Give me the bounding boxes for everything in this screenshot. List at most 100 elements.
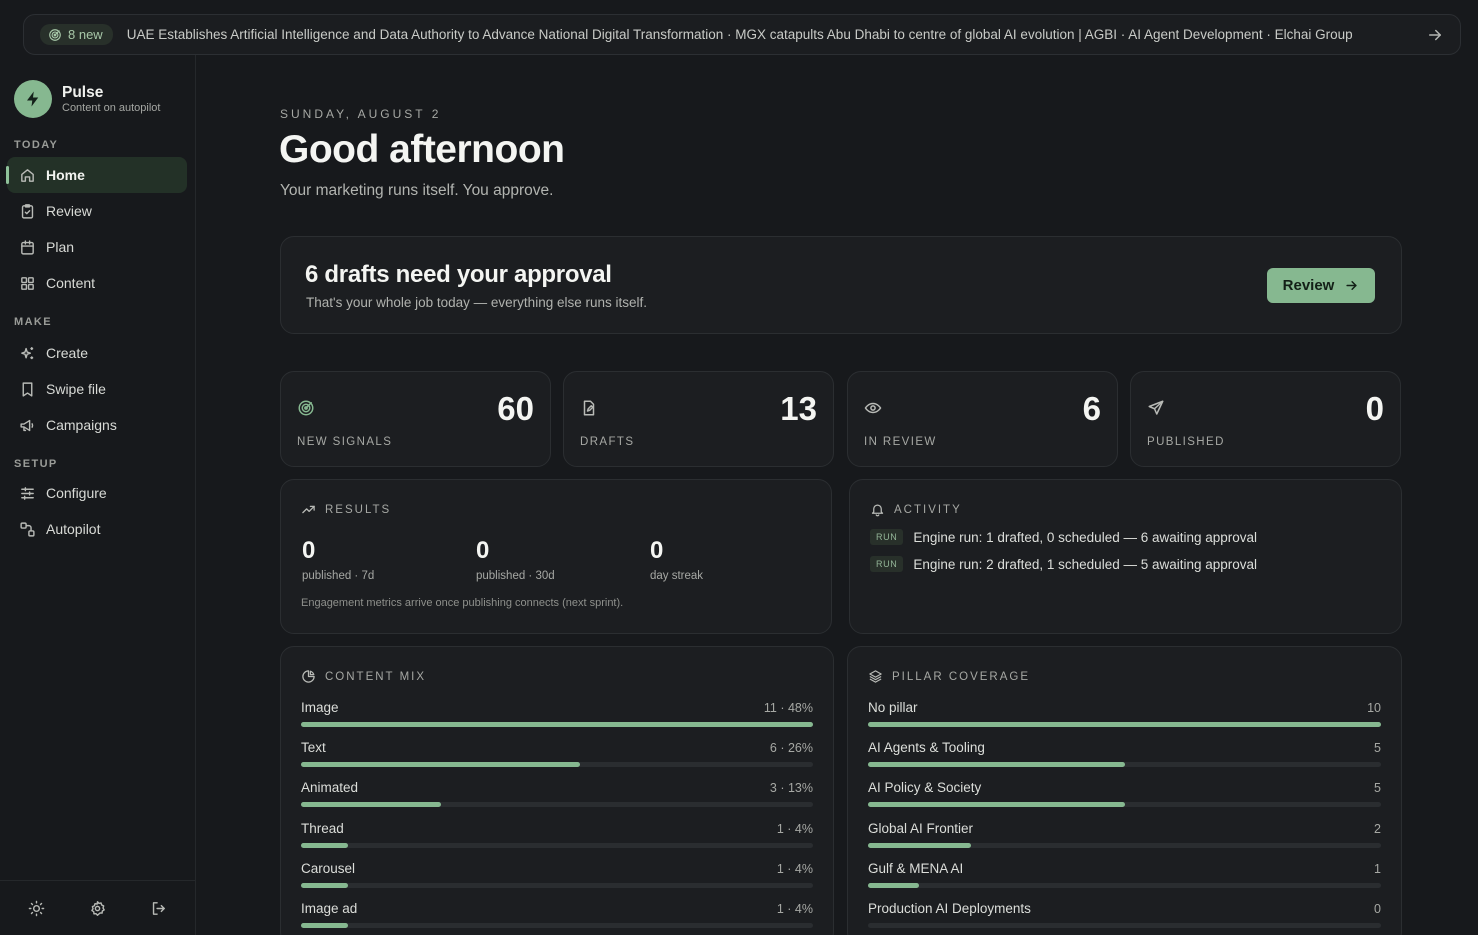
activity-panel: ACTIVITY RUN Engine run: 1 drafted, 0 sc… — [849, 479, 1402, 634]
nav-section-make: MAKE — [14, 316, 52, 328]
layers-icon — [869, 670, 882, 683]
bar-label: Image ad — [301, 901, 358, 916]
bar-fill — [868, 722, 1381, 727]
stat-card-in-review[interactable]: 6 IN REVIEW — [847, 371, 1118, 467]
bar-track — [301, 882, 813, 888]
stat-card-published[interactable]: 0 PUBLISHED — [1130, 371, 1401, 467]
sun-icon[interactable] — [28, 900, 45, 917]
sidebar-item-review[interactable]: Review — [7, 193, 187, 229]
stat-value: 0 — [1365, 390, 1384, 427]
bar-row: AI Agents & Tooling 5 — [868, 740, 1381, 770]
run-badge: RUN — [870, 556, 904, 572]
eye-icon — [864, 402, 882, 414]
sidebar-item-autopilot[interactable]: Autopilot — [7, 511, 187, 547]
sidebar-item-content[interactable]: Content — [7, 265, 187, 301]
bar-row: Animated 3 · 13% — [301, 780, 813, 810]
content-mix-panel: CONTENT MIX Image 11 · 48% Text 6 · 26% Anim… — [280, 646, 834, 935]
metric-day-streak: 0 day streak — [650, 536, 703, 582]
draft-file-icon — [583, 400, 595, 416]
sidebar-item-label: Configure — [46, 485, 107, 501]
review-button[interactable]: Review — [1267, 268, 1375, 303]
sidebar-item-swipe-file[interactable]: Swipe file — [7, 371, 187, 407]
review-button-label: Review — [1282, 277, 1335, 294]
bar-value: 6 · 26% — [769, 741, 813, 756]
pillar-coverage-panel: PILLAR COVERAGE No pillar 10 AI Agents & T… — [847, 646, 1402, 935]
nav-section-today: TODAY — [14, 139, 59, 151]
sidebar-item-home[interactable]: Home — [6, 157, 187, 193]
bar-value: 2 — [1374, 821, 1381, 836]
bar-track — [868, 842, 1381, 848]
calendar-icon — [21, 239, 34, 255]
bar-track — [868, 802, 1381, 808]
bar-row: Carousel 1 · 4% — [301, 861, 813, 891]
bar-fill — [301, 842, 348, 848]
sidebar-item-label: Plan — [46, 239, 75, 255]
bell-icon — [871, 504, 884, 517]
clipboard-check-icon — [21, 203, 34, 219]
bar-label: AI Policy & Society — [868, 780, 982, 796]
bar-fill — [301, 762, 581, 768]
brand[interactable]: Pulse Content on autopilot — [14, 80, 160, 118]
bar-fill — [301, 923, 348, 928]
sidebar-item-create[interactable]: Create — [7, 335, 187, 371]
brand-tagline: Content on autopilot — [62, 101, 161, 114]
sparkles-icon — [21, 346, 34, 359]
metric-value: 0 — [476, 537, 490, 564]
metric-label: published · 7d — [302, 570, 375, 582]
logout-icon[interactable] — [150, 900, 167, 917]
bar-label: Global AI Frontier — [868, 820, 974, 836]
bar-value: 3 · 13% — [769, 781, 813, 796]
bar-row: Text 6 · 26% — [301, 740, 813, 770]
sidebar-item-label: Content — [46, 275, 96, 291]
approval-banner: 6 drafts need your approval That's your … — [280, 236, 1402, 334]
arrow-right-icon[interactable] — [1426, 26, 1444, 44]
news-ticker[interactable]: 8 new UAE Establishes Artificial Intelli… — [23, 14, 1461, 55]
page-title: Good afternoon — [279, 128, 565, 171]
activity-text: Engine run: 1 drafted, 0 scheduled — 6 a… — [913, 529, 1258, 545]
bar-row: No pillar 10 — [868, 700, 1381, 730]
nav-section-setup: SETUP — [14, 458, 58, 470]
bar-track — [301, 842, 813, 848]
bar-fill — [301, 802, 441, 808]
bar-fill — [868, 762, 1125, 768]
bar-value: 11 · 48% — [763, 701, 813, 715]
sidebar-item-label: Home — [46, 167, 85, 183]
sidebar-item-plan[interactable]: Plan — [7, 229, 187, 265]
bar-track — [301, 722, 813, 727]
bar-row: Thread 1 · 4% — [301, 821, 813, 851]
activity-item[interactable]: RUN Engine run: 2 drafted, 1 scheduled —… — [870, 556, 1257, 572]
activity-item[interactable]: RUN Engine run: 1 drafted, 0 scheduled —… — [870, 529, 1257, 545]
metric-value: 0 — [302, 537, 316, 564]
pillar-coverage-title: PILLAR COVERAGE — [892, 670, 1031, 683]
stat-value: 60 — [497, 390, 534, 427]
sidebar-item-configure[interactable]: Configure — [7, 475, 187, 511]
arrow-right-icon — [1346, 281, 1357, 290]
bar-label: AI Agents & Tooling — [868, 740, 985, 756]
home-icon — [21, 168, 34, 182]
sidebar-item-label: Swipe file — [46, 381, 106, 397]
bar-track — [868, 882, 1381, 888]
ticker-headlines[interactable]: UAE Establishes Artificial Intelligence … — [126, 27, 1353, 42]
bar-value: 5 — [1374, 741, 1381, 756]
bar-row: Image ad 1 · 4% — [301, 901, 813, 931]
workflow-icon — [20, 521, 35, 537]
sidebar-item-label: Autopilot — [46, 521, 101, 537]
stat-label: IN REVIEW — [864, 436, 937, 448]
stat-card-drafts[interactable]: 13 DRAFTS — [563, 371, 834, 467]
bar-value: 10 — [1367, 701, 1381, 715]
stat-label: DRAFTS — [580, 436, 635, 448]
stat-card-new-signals[interactable]: 60 NEW SIGNALS — [280, 371, 551, 467]
bar-value: 1 — [1374, 861, 1381, 876]
pie-chart-icon — [302, 670, 315, 683]
sliders-icon — [21, 486, 34, 500]
sidebar-item-label: Review — [46, 203, 92, 219]
activity-title: ACTIVITY — [894, 503, 962, 516]
bar-label: Image — [301, 700, 339, 715]
metric-published-7d: 0 published · 7d — [302, 536, 374, 582]
gear-icon[interactable] — [89, 900, 106, 917]
metric-value: 0 — [650, 537, 664, 564]
sidebar-item-campaigns[interactable]: Campaigns — [7, 407, 187, 443]
bar-label: Production AI Deployments — [868, 901, 1031, 916]
metric-label: published · 30d — [476, 570, 555, 582]
radar-icon — [49, 28, 61, 41]
